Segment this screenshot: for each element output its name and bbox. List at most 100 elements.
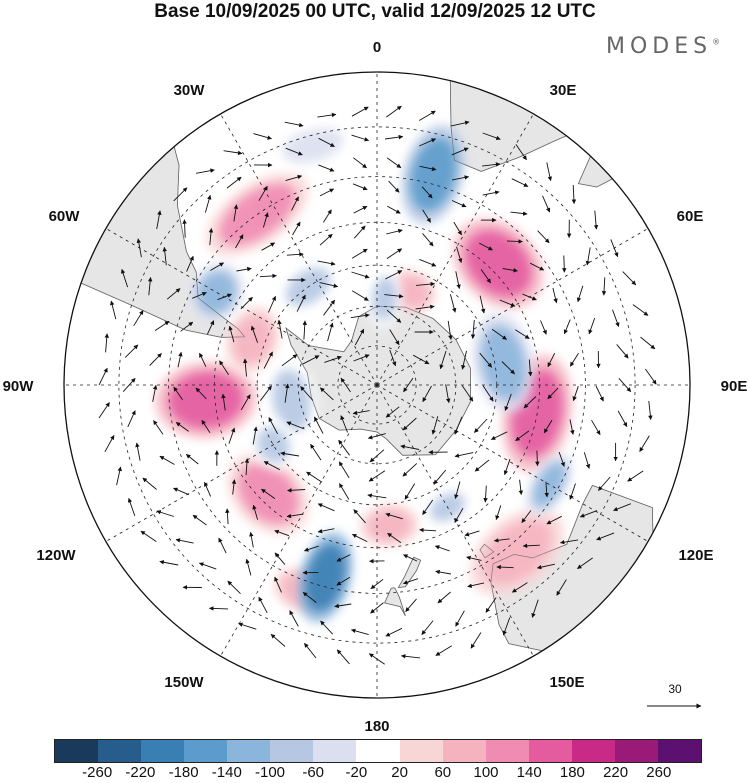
wind-arrow [261,488,276,499]
wind-arrow [385,627,403,637]
wind-arrow [323,299,336,316]
wind-arrow [479,352,493,368]
wind-arrow [518,479,524,496]
colorbar-swatch [657,740,701,762]
wind-arrow [350,628,369,636]
wind-arrow [204,481,212,497]
wind-arrow [521,510,532,523]
colorbar-swatch [227,740,271,762]
wind-arrow [501,361,515,375]
colorbar-swatch [270,740,314,762]
wind-arrow [434,545,450,552]
wind-arrow [350,313,370,319]
wind-arrow [199,352,207,367]
wind-arrow [450,120,470,127]
wind-arrow [136,238,142,258]
wind-arrow [302,592,317,603]
wind-arrow [274,552,286,565]
wind-arrow [221,393,226,411]
wind-arrow [277,319,283,339]
wind-arrow [466,555,482,561]
wind-arrow [482,385,494,402]
wind-arrow [491,328,507,340]
colorbar-tick-label: -140 [211,764,242,781]
wind-arrow [104,435,115,453]
wind-arrow [317,528,335,534]
wind-arrow [327,322,334,342]
wind-arrow [454,481,461,500]
wind-arrow [156,210,162,230]
wind-arrow [233,204,239,222]
wind-arrow [503,458,511,476]
wind-arrow [403,554,418,562]
label-lon-90e: 90E [721,378,748,395]
colorbar-tick-label: 140 [516,764,542,781]
wind-arrow [419,138,437,147]
wind-arrow [226,176,242,189]
wind-arrow [263,461,281,471]
wind-arrow [544,481,549,498]
polar-map: 0 30E 60E 90E 120E 150E 180 150W 120W 90… [3,39,748,735]
wind-arrow [351,134,370,142]
wind-arrow [259,385,272,401]
wind-arrow [455,271,461,290]
wind-arrow [351,533,368,543]
wind-arrow [419,258,437,267]
wind-arrow [159,455,175,465]
negative-anomaly [196,271,237,314]
wind-arrow [536,563,555,570]
negative-anomaly [410,137,457,212]
label-lon-180: 180 [364,718,389,735]
wind-arrow [274,576,282,593]
wind-arrow [185,454,199,465]
wind-arrow [166,288,181,300]
wind-arrow [405,598,417,612]
wind-arrow [601,277,607,296]
wind-arrow [470,632,482,649]
positive-anomaly [392,275,430,308]
wind-arrow [353,354,370,362]
wind-arrow [182,219,187,238]
wind-arrow [453,221,462,236]
wind-arrow [493,538,510,543]
wind-arrow [610,239,619,258]
wind-arrow [579,510,598,518]
wind-arrow [304,642,317,659]
wind-arrow [120,268,129,288]
wind-arrow [353,205,368,214]
wind-arrow [437,591,451,604]
wind-arrow [368,470,386,482]
wind-arrow [386,157,402,169]
wind-arrow [461,385,474,402]
label-lon-60w: 60W [49,208,81,225]
coastline-new-zealand-north [384,587,406,617]
wind-arrow [483,485,488,503]
wind-arrow [502,268,518,273]
reference-arrow-icon [647,703,702,709]
wind-arrow [285,147,303,156]
label-lon-30e: 30E [550,82,577,99]
wind-arrow [511,582,528,593]
wind-arrow [319,387,334,401]
wind-arrow [228,427,236,444]
wind-arrow [588,317,596,335]
wind-arrow [320,620,334,635]
wind-arrow [173,487,190,496]
wind-arrow [435,645,453,656]
wind-arrow [511,178,529,187]
meridian-line [376,384,649,542]
wind-arrow [515,144,527,161]
wind-arrow [268,417,278,435]
reference-vector-label: 30 [668,682,682,696]
brand-name: MODES [606,34,713,59]
colorbar-swatch [614,740,658,762]
wind-arrow [504,393,512,412]
wind-arrow [218,537,227,554]
wind-arrow [622,271,637,286]
label-lon-150w: 150W [164,674,204,691]
wind-arrow [291,196,299,211]
wind-arrow [385,512,403,520]
wind-arrow [547,387,559,400]
wind-arrow [208,227,214,246]
colorbar-tick-label: 220 [603,764,629,781]
